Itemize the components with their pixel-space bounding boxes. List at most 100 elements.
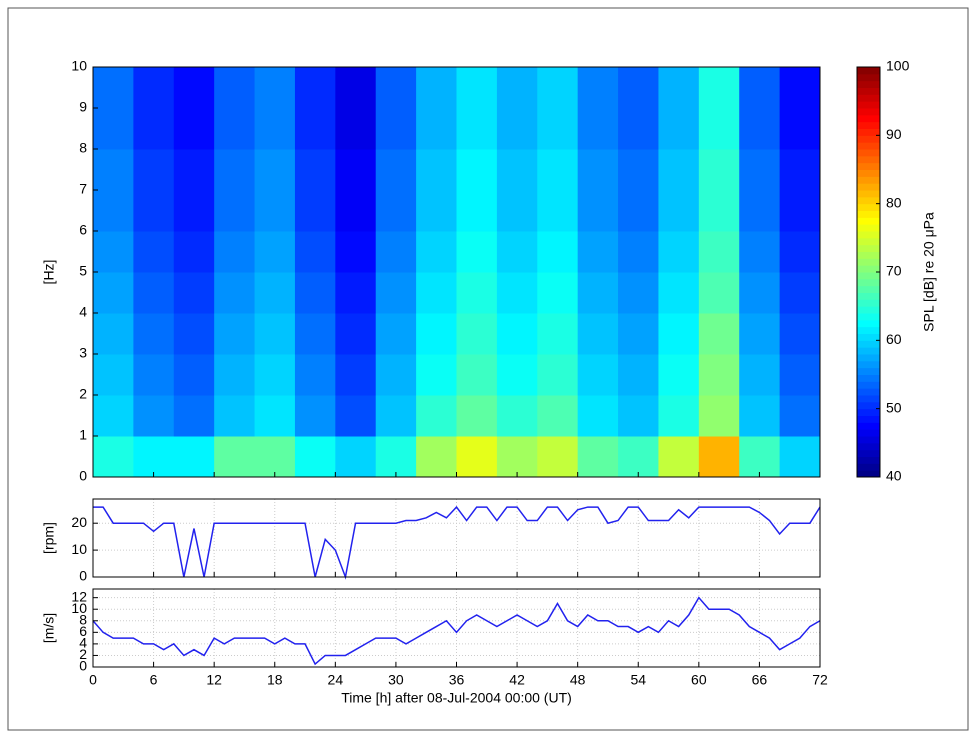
heatmap-cell bbox=[739, 354, 781, 396]
colorbar-swatch bbox=[857, 374, 880, 382]
heatmap-cell bbox=[214, 354, 256, 396]
heatmap-cell bbox=[335, 108, 377, 150]
heatmap-cell bbox=[658, 436, 700, 478]
heatmap-cell bbox=[456, 190, 498, 232]
x-tick-label: 18 bbox=[267, 672, 283, 688]
heatmap-cell bbox=[214, 108, 256, 150]
colorbar-swatch bbox=[857, 319, 880, 328]
x-tick-label: 12 bbox=[206, 672, 222, 688]
heatmap-cell bbox=[335, 436, 377, 478]
colorbar-swatch bbox=[857, 190, 880, 198]
heatmap-cell bbox=[214, 231, 256, 273]
heatmap-cell bbox=[537, 354, 579, 396]
heatmap-cell bbox=[335, 190, 377, 232]
heatmap-cell bbox=[416, 67, 457, 109]
x-tick-label: 6 bbox=[150, 672, 158, 688]
colorbar-swatch bbox=[857, 258, 880, 266]
heatmap-cell bbox=[658, 272, 700, 314]
colorbar-swatch bbox=[857, 306, 880, 314]
colorbar-swatch bbox=[857, 265, 880, 273]
colorbar-swatch bbox=[857, 101, 880, 109]
colorbar-swatch bbox=[857, 442, 880, 451]
colorbar-label: SPL [dB] re 20 μPa bbox=[921, 212, 937, 332]
colorbar-swatch bbox=[857, 183, 880, 191]
heatmap-cell bbox=[456, 149, 498, 191]
heatmap-cell bbox=[173, 67, 215, 109]
heatmap-cell bbox=[214, 272, 256, 314]
heatmap-cell bbox=[173, 272, 215, 314]
colorbar-tick-label: 100 bbox=[886, 58, 910, 74]
heatmap-cell bbox=[698, 313, 740, 355]
heatmap-cell bbox=[173, 149, 215, 191]
x-tick-label: 72 bbox=[812, 672, 828, 688]
heatmap-cell bbox=[173, 313, 215, 355]
colorbar-swatch bbox=[857, 326, 880, 334]
colorbar-swatch bbox=[857, 108, 880, 116]
heatmap-cell bbox=[658, 190, 700, 232]
colorbar-swatch bbox=[857, 388, 880, 396]
heatmap-cell bbox=[577, 108, 619, 150]
x-tick-label: 30 bbox=[388, 672, 404, 688]
colorbar-swatch bbox=[857, 67, 880, 75]
colorbar-swatch bbox=[857, 169, 880, 177]
colorbar-tick-label: 40 bbox=[886, 468, 902, 484]
heatmap-cell bbox=[779, 149, 821, 191]
colorbar-swatch bbox=[857, 347, 880, 355]
colorbar-swatch bbox=[857, 87, 880, 95]
heatmap-cell bbox=[496, 67, 538, 109]
heatmap-cell bbox=[779, 231, 821, 273]
heatmap-cell bbox=[739, 272, 781, 314]
heatmap-cell bbox=[496, 190, 538, 232]
heatmap-cell bbox=[294, 231, 336, 273]
heatmap-cell bbox=[698, 436, 740, 478]
y-tick-label: 8 bbox=[79, 140, 87, 156]
colorbar-swatch bbox=[857, 196, 880, 205]
heatmap-cell bbox=[254, 108, 296, 150]
colorbar-swatch bbox=[857, 463, 880, 471]
heatmap-cell bbox=[537, 67, 579, 109]
heatmap-cell bbox=[416, 354, 457, 396]
y-tick-label: 8 bbox=[79, 611, 87, 627]
heatmap-cell bbox=[335, 354, 377, 396]
heatmap-cell bbox=[133, 149, 175, 191]
heatmap-cell bbox=[294, 272, 336, 314]
heatmap-cell bbox=[698, 231, 740, 273]
x-tick-label: 54 bbox=[630, 672, 646, 688]
heatmap-cell bbox=[496, 149, 538, 191]
heatmap-cell bbox=[416, 395, 457, 437]
heatmap-cell bbox=[214, 313, 256, 355]
heatmap-cell bbox=[254, 231, 296, 273]
heatmap-cell bbox=[93, 149, 134, 191]
colorbar-swatch bbox=[857, 121, 880, 129]
heatmap-cell bbox=[214, 190, 256, 232]
heatmap-cell bbox=[496, 395, 538, 437]
heatmap-cell bbox=[456, 436, 498, 478]
colorbar-swatch bbox=[857, 217, 880, 225]
heatmap-cell bbox=[618, 354, 659, 396]
heatmap-cell bbox=[577, 67, 619, 109]
y-tick-label: 20 bbox=[71, 514, 87, 530]
heatmap-cell bbox=[254, 395, 296, 437]
colorbar-swatch bbox=[857, 360, 880, 369]
colorbar-tick-label: 70 bbox=[886, 263, 902, 279]
heatmap-cell bbox=[335, 231, 377, 273]
heatmap-cell bbox=[779, 67, 821, 109]
heatmap-cell bbox=[456, 67, 498, 109]
heatmap-cell bbox=[294, 436, 336, 478]
heatmap-cell bbox=[416, 190, 457, 232]
heatmap-cell bbox=[658, 354, 700, 396]
heatmap-cell bbox=[779, 272, 821, 314]
heatmap-cell bbox=[254, 436, 296, 478]
heatmap-cell bbox=[294, 354, 336, 396]
heatmap-cell bbox=[537, 149, 579, 191]
heatmap-cell bbox=[335, 149, 377, 191]
heatmap-cell bbox=[698, 67, 740, 109]
heatmap-cell bbox=[456, 395, 498, 437]
heatmap-cell bbox=[375, 313, 417, 355]
colorbar-tick-label: 60 bbox=[886, 331, 902, 347]
heatmap-cell bbox=[577, 231, 619, 273]
colorbar-swatch bbox=[857, 94, 880, 102]
heatmap-cell bbox=[416, 149, 457, 191]
heatmap-cell bbox=[214, 395, 256, 437]
